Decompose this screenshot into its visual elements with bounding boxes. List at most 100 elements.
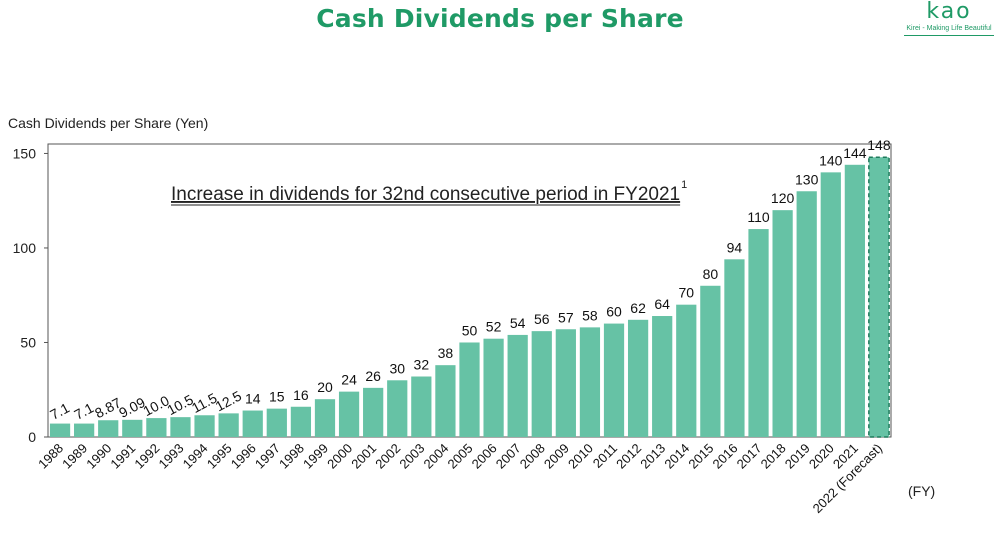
- y-tick-label: 100: [13, 240, 37, 256]
- bar-2015: [700, 285, 721, 437]
- bar-2004: [435, 365, 456, 437]
- x-tick-label: 2004: [420, 441, 451, 472]
- data-label: 30: [389, 360, 405, 376]
- x-tick-label: 2009: [541, 441, 572, 472]
- x-tick-label: 1990: [83, 441, 114, 472]
- x-tick-label: 2011: [590, 441, 620, 471]
- x-tick-label: 2018: [758, 441, 789, 472]
- data-label: 60: [606, 304, 622, 320]
- x-tick-label: 1993: [156, 441, 187, 472]
- annotation-footnote-mark: 1: [681, 179, 687, 191]
- page-title: Cash Dividends per Share: [316, 4, 684, 33]
- bar-2002: [387, 380, 408, 437]
- x-tick-label: 2008: [517, 441, 548, 472]
- data-label: 12.5: [213, 387, 245, 414]
- bar-1988: [49, 423, 71, 437]
- data-label: 140: [819, 152, 843, 168]
- annotation-text: Increase in dividends for 32nd consecuti…: [171, 184, 680, 205]
- data-label: 62: [630, 300, 646, 316]
- x-tick-label: 1994: [180, 441, 211, 472]
- bar-2020: [820, 172, 841, 437]
- x-tick-label: 1997: [252, 441, 283, 472]
- data-label: 38: [438, 345, 454, 361]
- bar-1989: [74, 423, 95, 437]
- bar-1992: [146, 418, 167, 437]
- bar-2022forecast: [868, 156, 890, 438]
- x-tick-label: 2013: [637, 441, 668, 472]
- x-tick-label: 2000: [324, 441, 355, 472]
- x-tick-label: 2017: [734, 441, 765, 472]
- data-label: 144: [843, 145, 867, 161]
- bar-2005: [459, 342, 480, 437]
- x-tick-label: 1991: [107, 441, 138, 472]
- x-tick-label: 2007: [493, 441, 524, 472]
- bar-2007: [507, 334, 528, 437]
- x-tick-label: 1995: [204, 441, 235, 472]
- data-label: 130: [795, 171, 819, 187]
- data-label: 57: [558, 309, 574, 325]
- logo-tagline: Kirei - Making Life Beautiful: [906, 25, 992, 32]
- bar-2001: [363, 387, 384, 437]
- x-tick-label: 2005: [445, 441, 476, 472]
- data-label: 32: [414, 357, 430, 373]
- bar-2008: [531, 331, 552, 437]
- bar-2009: [555, 329, 576, 437]
- x-tick-label: 1992: [131, 441, 162, 472]
- data-label: 20: [317, 379, 333, 395]
- bar-2017: [748, 229, 769, 437]
- data-label: 16: [293, 387, 309, 403]
- data-label: 120: [771, 190, 795, 206]
- x-tick-label: 2020: [806, 441, 837, 472]
- x-tick-label: 2012: [613, 441, 644, 472]
- data-label: 26: [365, 368, 381, 384]
- data-label: 14: [245, 391, 261, 407]
- data-label: 52: [486, 319, 502, 335]
- x-tick-label: 1996: [228, 441, 259, 472]
- data-label: 94: [727, 239, 743, 255]
- data-label: 58: [582, 307, 598, 323]
- x-tick-label: 2016: [710, 441, 741, 472]
- bar-2006: [483, 338, 504, 437]
- x-tick-label: 1988: [35, 441, 66, 472]
- bar-2018: [772, 210, 793, 437]
- logo-underline: [904, 35, 994, 36]
- x-tick-label: 2015: [685, 441, 716, 472]
- y-tick-label: 50: [20, 334, 36, 350]
- bar-2014: [676, 304, 697, 437]
- x-tick-label: 2003: [396, 441, 427, 472]
- bar-1995: [218, 413, 239, 437]
- y-tick-label: 150: [13, 145, 37, 161]
- bar-2012: [627, 319, 649, 437]
- data-label: 70: [678, 285, 694, 301]
- x-axis-label: (FY): [908, 483, 935, 499]
- bar-1999: [314, 399, 336, 437]
- data-label: 7.1: [47, 399, 72, 422]
- kao-logo: Kao Kirei - Making Life Beautiful: [904, 0, 994, 36]
- data-label: 15: [269, 389, 285, 405]
- bar-2010: [579, 327, 601, 437]
- data-label: 110: [747, 209, 770, 225]
- bar-1997: [266, 408, 287, 437]
- y-tick-label: 0: [28, 429, 36, 445]
- bar-1993: [170, 417, 191, 437]
- x-tick-label: 1998: [276, 441, 307, 472]
- data-label: 148: [867, 137, 891, 153]
- x-tick-label: 2001: [348, 441, 379, 472]
- bar-1996: [242, 410, 263, 437]
- bar-1991: [122, 419, 143, 437]
- bar-2000: [338, 391, 360, 437]
- bar-2003: [411, 376, 432, 437]
- x-tick-label: 2002: [372, 441, 403, 472]
- data-label: 56: [534, 311, 550, 327]
- bar-2019: [796, 191, 817, 437]
- bar-1990: [98, 420, 119, 437]
- data-label: 7.1: [71, 399, 96, 422]
- data-label: 24: [341, 372, 357, 388]
- x-tick-label: 1989: [59, 441, 90, 472]
- data-label: 80: [703, 266, 719, 282]
- bar-2013: [652, 316, 673, 437]
- bar-2021: [844, 164, 865, 437]
- data-label: 54: [510, 315, 526, 331]
- x-tick-label: 1999: [300, 441, 331, 472]
